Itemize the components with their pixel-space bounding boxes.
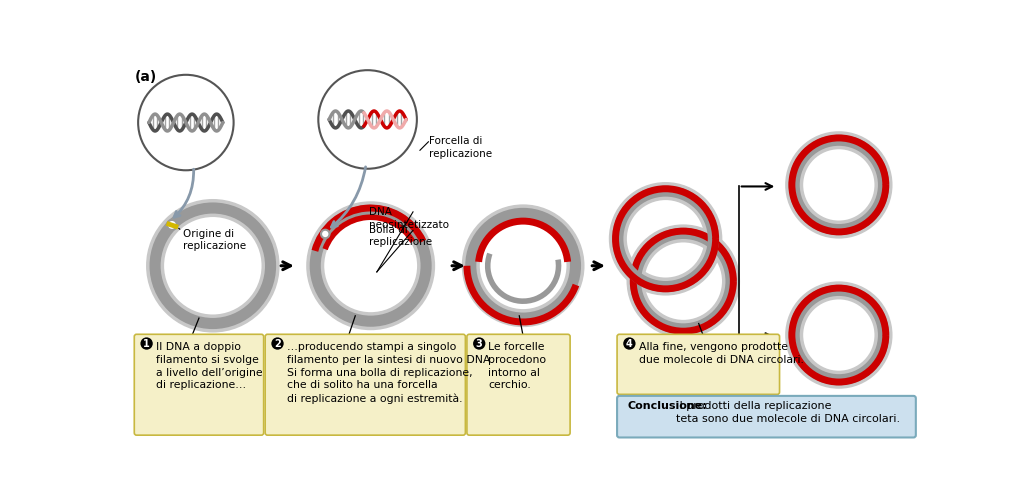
Text: Il DNA a doppio
filamento si svolge
a livello dell’origine
di replicazione…: Il DNA a doppio filamento si svolge a li… xyxy=(155,342,263,391)
Text: Bolla di
replicazione: Bolla di replicazione xyxy=(369,225,433,248)
Text: …producendo stampi a singolo
filamento per la sintesi di nuovo DNA.
Si forma una: …producendo stampi a singolo filamento p… xyxy=(286,342,493,404)
Circle shape xyxy=(321,230,329,238)
Text: Le forcelle
procedono
intorno al
cerchio.: Le forcelle procedono intorno al cerchio… xyxy=(489,342,546,391)
Circle shape xyxy=(271,338,283,349)
Text: (a): (a) xyxy=(135,70,158,84)
Text: 4: 4 xyxy=(626,339,633,348)
FancyBboxPatch shape xyxy=(466,334,570,435)
FancyBboxPatch shape xyxy=(265,334,465,435)
Circle shape xyxy=(623,338,635,349)
Text: Conclusione:: Conclusione: xyxy=(627,401,707,411)
FancyBboxPatch shape xyxy=(134,334,264,435)
Text: 3: 3 xyxy=(476,339,483,348)
Circle shape xyxy=(318,70,417,169)
Circle shape xyxy=(167,220,177,230)
Text: Origine di
replicazione: Origine di replicazione xyxy=(183,229,246,251)
Text: Forcella di
replicazione: Forcella di replicazione xyxy=(430,137,492,159)
FancyBboxPatch shape xyxy=(617,334,780,395)
Circle shape xyxy=(473,338,485,349)
Text: DNA
neosintetizzato: DNA neosintetizzato xyxy=(369,207,449,230)
Text: Alla fine, vengono prodotte
due molecole di DNA circolari.: Alla fine, vengono prodotte due molecole… xyxy=(638,342,803,365)
Circle shape xyxy=(138,75,233,170)
Circle shape xyxy=(140,338,152,349)
Text: 2: 2 xyxy=(274,339,281,348)
Text: I prodotti della replicazione
teta sono due molecole di DNA circolari.: I prodotti della replicazione teta sono … xyxy=(676,401,900,424)
FancyBboxPatch shape xyxy=(617,396,916,438)
Text: 1: 1 xyxy=(143,339,150,348)
